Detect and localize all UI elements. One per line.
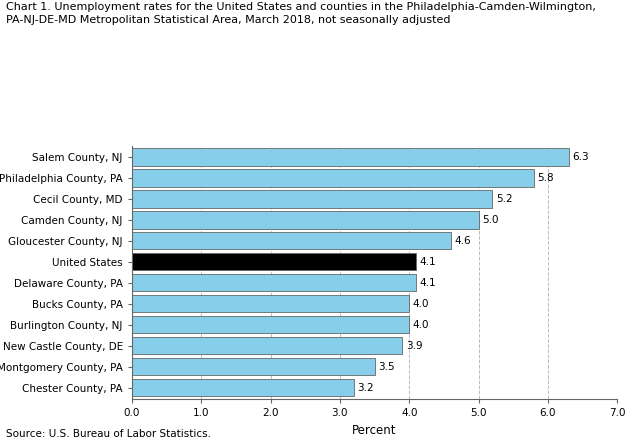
Text: Source: U.S. Bureau of Labor Statistics.: Source: U.S. Bureau of Labor Statistics. <box>6 429 212 439</box>
Text: 4.6: 4.6 <box>455 236 471 246</box>
Bar <box>132 379 354 396</box>
Text: 4.0: 4.0 <box>413 320 429 330</box>
Text: Chart 1. Unemployment rates for the United States and counties in the Philadelph: Chart 1. Unemployment rates for the Unit… <box>6 2 596 26</box>
Bar <box>132 316 409 333</box>
Bar <box>132 169 534 187</box>
Text: 4.0: 4.0 <box>413 299 429 309</box>
Bar <box>132 211 478 228</box>
Text: 3.5: 3.5 <box>378 362 395 372</box>
Text: 3.9: 3.9 <box>406 340 422 351</box>
Bar <box>132 295 409 312</box>
Bar <box>132 358 374 375</box>
Text: 4.1: 4.1 <box>420 278 436 288</box>
Text: 5.2: 5.2 <box>496 194 512 204</box>
X-axis label: Percent: Percent <box>352 424 397 437</box>
Text: 5.0: 5.0 <box>482 215 498 225</box>
Bar <box>132 149 568 166</box>
Text: 5.8: 5.8 <box>538 173 554 183</box>
Text: 6.3: 6.3 <box>572 152 589 162</box>
Bar <box>132 274 416 292</box>
Bar <box>132 337 403 354</box>
Text: 4.1: 4.1 <box>420 257 436 267</box>
Bar <box>132 232 451 250</box>
Bar <box>132 253 416 270</box>
Bar <box>132 191 493 208</box>
Text: 3.2: 3.2 <box>358 383 374 392</box>
